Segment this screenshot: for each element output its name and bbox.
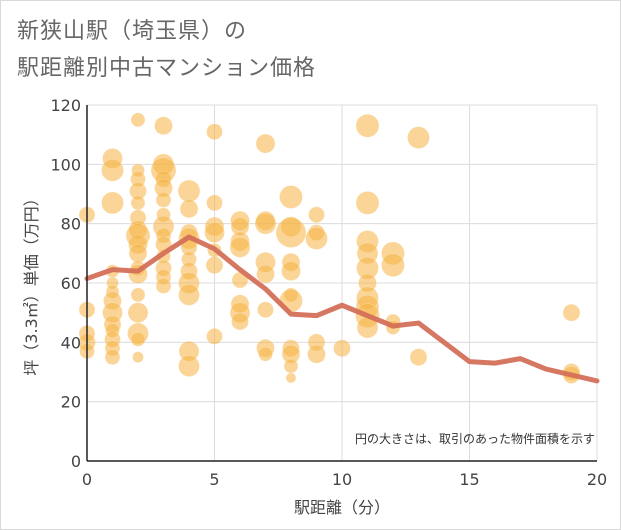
bubble-point xyxy=(407,126,430,149)
axes xyxy=(86,105,597,462)
bubble-point xyxy=(307,344,326,364)
bubble-point xyxy=(254,212,277,235)
bubble-point xyxy=(285,372,297,384)
bubble-point xyxy=(355,114,380,138)
bubble-point xyxy=(130,287,146,303)
tick-labels: 0 5 10 15 20 0 20 40 60 80 100 120 xyxy=(50,96,607,489)
bubble-point xyxy=(179,199,199,219)
bubble-point xyxy=(257,301,274,318)
bubble-point xyxy=(127,302,149,323)
bubble-point xyxy=(132,351,144,363)
bubble-point xyxy=(104,349,121,365)
x-tick-label: 0 xyxy=(82,470,92,489)
y-tick-label: 120 xyxy=(50,96,81,115)
bubble-point xyxy=(101,159,124,182)
bubble-point xyxy=(130,195,146,211)
y-tick-label: 0 xyxy=(71,452,81,471)
x-axis-label: 駅距離（分） xyxy=(294,498,390,517)
bubble-point xyxy=(130,112,146,128)
bubble-point xyxy=(154,116,173,136)
y-tick-label: 40 xyxy=(61,333,81,352)
trend-line-series xyxy=(84,234,600,384)
bubble-point xyxy=(283,358,299,374)
bubble-point xyxy=(279,185,303,209)
bubble-point xyxy=(204,222,225,243)
x-tick-label: 5 xyxy=(209,470,219,489)
bubble-point xyxy=(205,256,224,274)
trend-line xyxy=(84,234,600,384)
bubble-point xyxy=(178,284,200,306)
y-tick-label: 20 xyxy=(61,393,81,412)
x-tick-label: 15 xyxy=(459,470,479,489)
bubble-point xyxy=(305,227,328,250)
bubble-point xyxy=(562,303,581,322)
bubble-point xyxy=(409,348,428,366)
bubble-point xyxy=(256,264,275,284)
chart-title-line2: 駅距離別中古マンション価格 xyxy=(17,56,317,81)
bubble-point xyxy=(206,123,223,140)
bubble-point xyxy=(206,328,223,345)
y-tick-label: 100 xyxy=(50,155,81,174)
chart-title: 新狭山駅（埼玉県）の 駅距離別中古マンション価格 xyxy=(17,13,316,87)
chart-title-line1: 新狭山駅（埼玉県）の xyxy=(17,19,248,44)
bubble-point xyxy=(229,237,251,258)
bubble-size-note: 円の大きさは、取引のあった物件面積を示す xyxy=(355,431,595,446)
bubble-point xyxy=(275,217,307,248)
bubble-series xyxy=(78,112,581,384)
bubble-point xyxy=(128,244,148,263)
bubble-point xyxy=(101,191,124,215)
y-axis-label: 坪（3.3㎡）単価（万円） xyxy=(22,190,41,375)
bubble-point xyxy=(155,192,172,208)
bubble-point xyxy=(177,179,201,203)
bubble-point xyxy=(333,339,351,358)
bubble-point xyxy=(255,133,276,154)
bubble-point xyxy=(231,312,249,331)
bubble-point xyxy=(308,206,325,224)
y-tick-label: 60 xyxy=(61,274,81,293)
bubble-point xyxy=(355,191,380,215)
bubble-point xyxy=(258,346,273,362)
y-tick-label: 80 xyxy=(61,215,81,234)
bubble-point xyxy=(381,253,405,277)
x-tick-label: 20 xyxy=(587,470,607,489)
bubble-point xyxy=(130,332,146,347)
bubble-point xyxy=(155,278,172,294)
bubble-point xyxy=(206,194,223,212)
bubble-point xyxy=(178,355,200,377)
x-tick-label: 10 xyxy=(332,470,352,489)
bubble-point xyxy=(281,261,301,281)
